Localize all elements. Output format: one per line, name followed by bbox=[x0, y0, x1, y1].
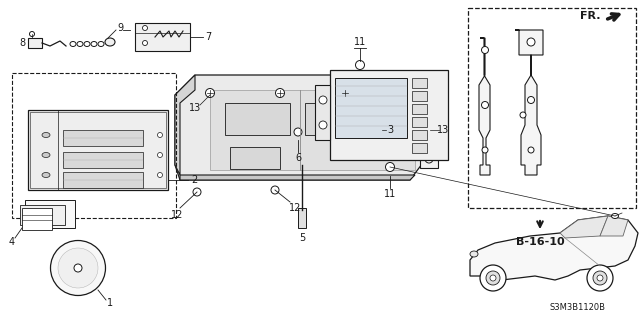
Text: B-16-10: B-16-10 bbox=[516, 237, 564, 247]
Ellipse shape bbox=[611, 213, 618, 219]
Ellipse shape bbox=[29, 32, 35, 36]
Text: 8: 8 bbox=[19, 38, 25, 48]
Text: 4: 4 bbox=[9, 237, 15, 247]
Bar bbox=[412, 130, 427, 140]
Bar bbox=[367, 133, 372, 145]
Ellipse shape bbox=[593, 271, 607, 285]
Text: 2: 2 bbox=[191, 175, 197, 185]
Bar bbox=[420, 100, 438, 118]
Bar bbox=[25, 200, 75, 228]
Ellipse shape bbox=[425, 155, 433, 163]
Ellipse shape bbox=[58, 248, 98, 288]
Ellipse shape bbox=[355, 61, 365, 70]
Bar bbox=[420, 150, 438, 168]
Ellipse shape bbox=[42, 132, 50, 137]
Ellipse shape bbox=[527, 38, 535, 46]
Text: 9: 9 bbox=[117, 23, 123, 33]
Polygon shape bbox=[560, 216, 608, 238]
Bar bbox=[28, 110, 168, 190]
Ellipse shape bbox=[385, 162, 394, 172]
Bar bbox=[412, 91, 427, 101]
Text: 6: 6 bbox=[295, 153, 301, 163]
Ellipse shape bbox=[490, 275, 496, 281]
Polygon shape bbox=[515, 30, 543, 175]
Bar bbox=[20, 205, 65, 225]
Text: 7: 7 bbox=[205, 32, 211, 42]
Ellipse shape bbox=[470, 251, 478, 257]
Text: 12: 12 bbox=[289, 203, 301, 213]
Bar bbox=[468, 8, 636, 208]
Ellipse shape bbox=[157, 152, 163, 158]
Bar bbox=[315, 85, 330, 140]
Text: 3: 3 bbox=[387, 125, 393, 135]
Text: 12: 12 bbox=[171, 210, 183, 220]
Ellipse shape bbox=[143, 26, 147, 31]
Ellipse shape bbox=[486, 271, 500, 285]
Bar bbox=[30, 112, 166, 188]
Ellipse shape bbox=[74, 264, 82, 272]
Bar bbox=[28, 38, 42, 48]
Text: 1: 1 bbox=[107, 298, 113, 308]
Ellipse shape bbox=[275, 88, 285, 98]
Ellipse shape bbox=[205, 88, 214, 98]
Ellipse shape bbox=[105, 38, 115, 46]
Text: 13: 13 bbox=[189, 103, 201, 113]
Text: 11: 11 bbox=[354, 37, 366, 47]
Polygon shape bbox=[180, 175, 415, 180]
Ellipse shape bbox=[319, 96, 327, 104]
Ellipse shape bbox=[319, 121, 327, 129]
Polygon shape bbox=[600, 216, 628, 236]
Ellipse shape bbox=[528, 147, 534, 153]
Bar bbox=[367, 115, 372, 127]
Ellipse shape bbox=[340, 88, 349, 98]
Bar bbox=[420, 125, 438, 143]
Bar bbox=[412, 104, 427, 114]
Ellipse shape bbox=[51, 241, 106, 295]
Bar bbox=[22, 208, 52, 230]
Bar bbox=[305, 103, 365, 135]
Ellipse shape bbox=[527, 97, 534, 103]
Bar bbox=[412, 78, 427, 88]
Bar bbox=[135, 23, 190, 51]
Ellipse shape bbox=[193, 188, 201, 196]
Ellipse shape bbox=[481, 101, 488, 108]
Ellipse shape bbox=[294, 128, 302, 136]
Ellipse shape bbox=[157, 173, 163, 177]
Bar bbox=[370, 105, 382, 155]
Text: FR.: FR. bbox=[580, 11, 600, 21]
Ellipse shape bbox=[587, 265, 613, 291]
Polygon shape bbox=[479, 38, 490, 175]
Ellipse shape bbox=[480, 265, 506, 291]
Polygon shape bbox=[210, 90, 415, 170]
Polygon shape bbox=[175, 75, 195, 175]
Ellipse shape bbox=[425, 130, 433, 138]
Text: S3M3B1120B: S3M3B1120B bbox=[549, 303, 605, 313]
Bar bbox=[12, 73, 176, 218]
Ellipse shape bbox=[157, 132, 163, 137]
Ellipse shape bbox=[482, 147, 488, 153]
Bar bbox=[412, 143, 427, 153]
Text: 11: 11 bbox=[384, 189, 396, 199]
Bar bbox=[412, 117, 427, 127]
Ellipse shape bbox=[481, 47, 488, 54]
Bar bbox=[298, 208, 306, 228]
Ellipse shape bbox=[143, 41, 147, 46]
Bar bbox=[63, 152, 143, 168]
Ellipse shape bbox=[597, 275, 603, 281]
Bar bbox=[63, 172, 143, 188]
Ellipse shape bbox=[520, 112, 526, 118]
Polygon shape bbox=[175, 75, 425, 180]
Bar bbox=[335, 78, 407, 138]
Text: 13: 13 bbox=[437, 125, 449, 135]
Ellipse shape bbox=[42, 173, 50, 177]
Polygon shape bbox=[470, 216, 638, 280]
Ellipse shape bbox=[42, 152, 50, 158]
Bar bbox=[63, 130, 143, 146]
Bar bbox=[330, 70, 448, 160]
Bar bbox=[225, 103, 290, 135]
Ellipse shape bbox=[271, 186, 279, 194]
Ellipse shape bbox=[425, 105, 433, 113]
Text: 5: 5 bbox=[299, 233, 305, 243]
Bar bbox=[230, 147, 280, 169]
